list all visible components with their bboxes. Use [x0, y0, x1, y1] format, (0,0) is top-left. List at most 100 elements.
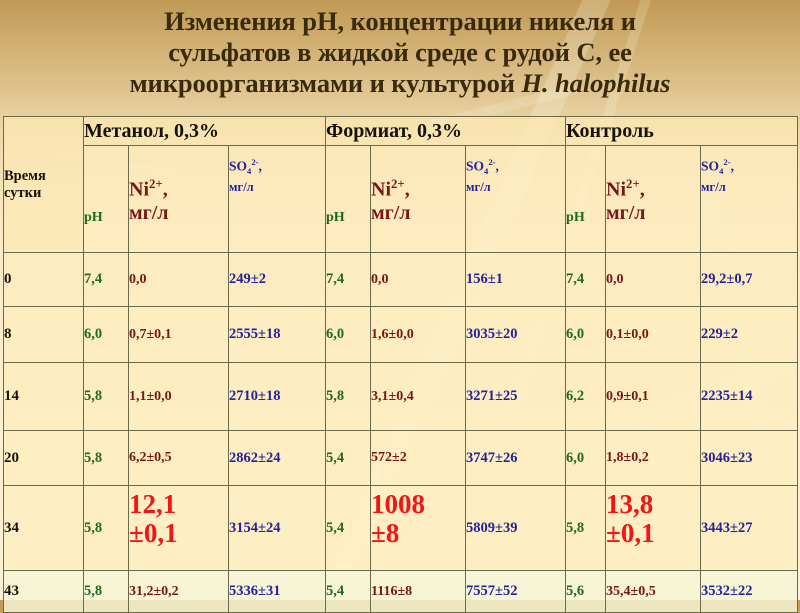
slide-title-line-1: Изменения рН, концентрации никеля и: [164, 6, 636, 36]
ni-comma: ,: [162, 178, 168, 201]
cell-nickel-formate: 3,1±0,4: [370, 362, 467, 431]
so-charge: 2-: [488, 157, 496, 167]
cell-sulfate-methanol: 5336±31: [227, 570, 327, 613]
slide-title-species-name: H. halophilus: [521, 68, 671, 98]
cell-nickel-formate-highlighted: 1008 ±8: [370, 485, 467, 571]
cell-ph-methanol: 5,8: [83, 362, 129, 431]
nickel-value-line-1: 12,1: [129, 489, 177, 519]
cell-sulfate-control: 229±2: [700, 306, 799, 363]
cell-ph-methanol: 5,8: [83, 570, 129, 613]
results-table: Время сутки Метанол, 0,3% Формиат, 0,3% …: [3, 116, 799, 613]
time-header-line-2: сутки: [4, 184, 42, 201]
slide-title: Изменения рН, концентрации никеля и суль…: [0, 6, 800, 99]
column-header-nickel-formate: Ni2+, мг/л: [370, 145, 467, 253]
cell-ph-control: 6,0: [565, 430, 607, 486]
so-symbol: SO: [229, 158, 248, 174]
cell-ph-control: 6,0: [565, 306, 607, 363]
table-sub-header-row: pH Ni2+, мг/л SO42-, мг/л pH Ni2+, мг/л SO4…: [4, 145, 799, 253]
cell-sulfate-control: 2235±14: [700, 362, 799, 431]
column-header-time: Время сутки: [3, 116, 84, 253]
group-header-control: Контроль: [565, 116, 799, 146]
cell-sulfate-control: 3046±23: [700, 430, 799, 486]
cell-sulfate-methanol: 2862±24: [227, 430, 327, 486]
cell-nickel-methanol-highlighted: 12,1 ±0,1: [128, 485, 229, 571]
slide-title-line-3: микроорганизмами и культурой H. halophil…: [0, 68, 800, 99]
so-unit: мг/л: [229, 180, 254, 195]
slide-title-line-2: сульфатов в жидкой среде с рудой С, ее: [168, 37, 632, 67]
column-header-ph-methanol: pH: [83, 145, 129, 253]
slide-title-line-3-plain: микроорганизмами и культурой: [129, 68, 522, 98]
cell-time: 14: [3, 362, 84, 431]
cell-time: 20: [3, 430, 84, 486]
column-header-sulfate-control: SO42-, мг/л: [700, 145, 799, 253]
nickel-value-line-1: 13,8: [606, 489, 654, 519]
so-charge: 2-: [723, 157, 731, 167]
ni-unit: мг/л: [129, 201, 169, 224]
cell-nickel-formate: 1116±8: [370, 570, 467, 613]
cell-sulfate-formate: 5809±39: [465, 485, 567, 571]
cell-nickel-control: 35,4±0,5: [605, 570, 702, 613]
cell-nickel-methanol: 6,2±0,5: [128, 430, 229, 486]
table-row: 34 5,8 12,1 ±0,1 3154±24 5,4 1008 ±8 5809±…: [3, 485, 799, 571]
so-charge: 2-: [251, 157, 259, 167]
column-header-ph-formate: pH: [325, 145, 372, 253]
table-row: 20 5,8 6,2±0,5 2862±24 5,4 572±2 3747±26…: [3, 430, 799, 486]
cell-ph-formate: 5,8: [325, 362, 372, 431]
ni-comma: ,: [639, 178, 645, 201]
results-table-container: Время сутки Метанол, 0,3% Формиат, 0,3% …: [3, 116, 799, 613]
nickel-value-line-2: ±8: [371, 518, 400, 548]
cell-ph-formate: 5,4: [325, 570, 372, 613]
cell-ph-control: 6,2: [565, 362, 607, 431]
table-row: 0 7,4 0,0 249±2 7,4 0,0 156±1 7,4 0,0 29…: [3, 252, 799, 307]
ni-symbol: Ni: [606, 178, 627, 201]
cell-sulfate-formate: 3035±20: [465, 306, 567, 363]
ni-unit: мг/л: [371, 201, 411, 224]
cell-ph-methanol: 5,8: [83, 430, 129, 486]
cell-ph-formate: 5,4: [325, 485, 372, 571]
cell-nickel-formate: 0,0: [370, 252, 467, 307]
cell-ph-control: 5,6: [565, 570, 607, 613]
cell-sulfate-formate: 3747±26: [465, 430, 567, 486]
cell-sulfate-methanol: 3154±24: [227, 485, 327, 571]
so-comma: ,: [730, 158, 734, 174]
cell-ph-formate: 6,0: [325, 306, 372, 363]
cell-nickel-formate: 1,6±0,0: [370, 306, 467, 363]
time-header-line-1: Время: [4, 167, 46, 184]
cell-sulfate-formate: 3271±25: [465, 362, 567, 431]
table-group-header-row: Время сутки Метанол, 0,3% Формиат, 0,3% …: [3, 116, 799, 253]
column-header-ph-control: pH: [565, 145, 607, 253]
so-unit: мг/л: [466, 180, 491, 195]
cell-ph-methanol: 5,8: [83, 485, 129, 571]
cell-sulfate-control: 3532±22: [700, 570, 799, 613]
cell-nickel-control: 1,8±0,2: [605, 430, 702, 486]
cell-sulfate-formate: 7557±52: [465, 570, 567, 613]
cell-time: 8: [3, 306, 84, 363]
cell-sulfate-control: 29,2±0,7: [700, 252, 799, 307]
cell-nickel-methanol: 0,7±0,1: [128, 306, 229, 363]
so-symbol: SO: [701, 158, 720, 174]
nickel-value-line-2: ±0,1: [129, 518, 178, 548]
so-comma: ,: [495, 158, 499, 174]
so-subscript: 4: [484, 166, 489, 177]
cell-time: 34: [3, 485, 84, 571]
cell-time: 0: [3, 252, 84, 307]
so-subscript: 4: [719, 166, 724, 177]
cell-nickel-methanol: 0,0: [128, 252, 229, 307]
cell-ph-control: 7,4: [565, 252, 607, 307]
so-comma: ,: [258, 158, 262, 174]
cell-ph-methanol: 6,0: [83, 306, 129, 363]
so-unit: мг/л: [701, 180, 726, 195]
cell-ph-formate: 5,4: [325, 430, 372, 486]
cell-sulfate-formate: 156±1: [465, 252, 567, 307]
ni-comma: ,: [404, 178, 410, 201]
ni-charge: 2+: [149, 177, 163, 192]
table-row: 43 5,8 31,2±0,2 5336±31 5,4 1116±8 7557±…: [3, 570, 799, 613]
ni-symbol: Ni: [371, 178, 392, 201]
column-header-sulfate-formate: SO42-, мг/л: [465, 145, 567, 253]
cell-nickel-formate: 572±2: [370, 430, 467, 486]
so-symbol: SO: [466, 158, 485, 174]
cell-nickel-methanol: 1,1±0,0: [128, 362, 229, 431]
cell-ph-control: 5,8: [565, 485, 607, 571]
column-header-nickel-control: Ni2+, мг/л: [605, 145, 702, 253]
cell-nickel-control: 0,0: [605, 252, 702, 307]
